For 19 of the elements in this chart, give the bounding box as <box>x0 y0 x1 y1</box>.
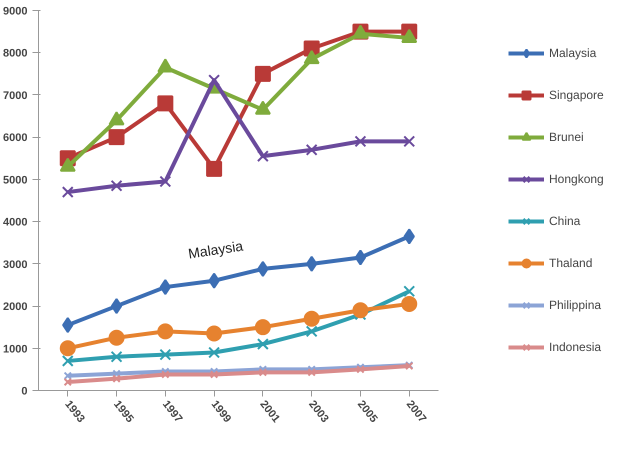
legend-label: China <box>549 214 582 228</box>
y-tick-label: 4000 <box>3 216 28 229</box>
y-tick-label: 8000 <box>3 48 28 60</box>
y-tick-label: 7000 <box>3 90 28 102</box>
legend-label: Thaland <box>549 256 594 270</box>
legend-label: Singapore <box>549 88 605 102</box>
legend-label: Indonesia <box>549 340 602 354</box>
legend-label: Hongkong <box>549 172 605 186</box>
legend-label: Malaysia <box>549 46 598 60</box>
y-tick-label: 0 <box>21 386 28 398</box>
y-tick-label: 5000 <box>3 174 28 186</box>
legend-label: Philippina <box>549 298 602 312</box>
y-tick-label: 9000 <box>3 6 28 18</box>
y-tick-label: 3000 <box>3 258 28 271</box>
legend-label: Brunei <box>549 130 585 144</box>
y-tick-label: 1000 <box>3 343 28 356</box>
y-tick-label: 2000 <box>3 301 28 314</box>
y-tick-label: 6000 <box>3 132 28 144</box>
annotation: Malaysia <box>187 238 244 262</box>
